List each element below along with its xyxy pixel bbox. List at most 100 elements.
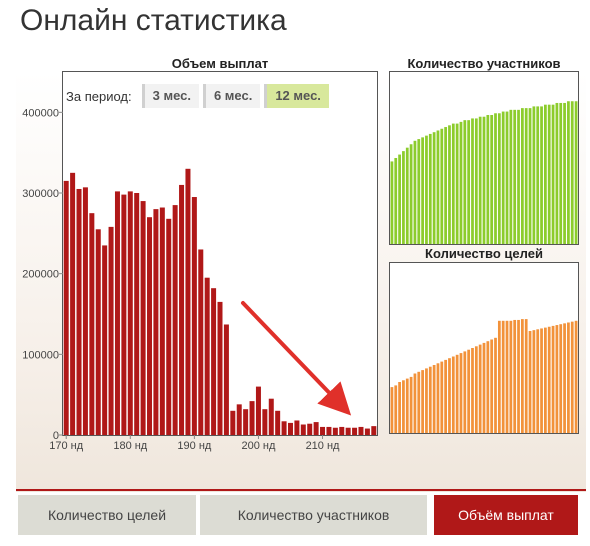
members-bar xyxy=(417,139,421,244)
goals-chart-title: Количество целей xyxy=(425,246,543,261)
payout-bar xyxy=(127,191,133,435)
payout-bar xyxy=(191,197,197,435)
payout-bar xyxy=(108,226,114,435)
payout-bar xyxy=(76,188,82,435)
tab-payout-volume[interactable]: Объём выплат xyxy=(434,495,578,535)
members-bar xyxy=(490,115,494,244)
members-bar xyxy=(570,101,574,245)
goals-bars xyxy=(390,319,578,433)
goals-bar xyxy=(574,320,578,433)
y-tick-label: 100000 xyxy=(22,349,59,361)
payout-bar xyxy=(159,207,165,435)
members-bar xyxy=(532,106,536,245)
period-12-months-button[interactable]: 12 мес. xyxy=(264,84,329,108)
members-bar xyxy=(486,115,490,244)
members-bar xyxy=(540,106,543,245)
goals-bar xyxy=(402,380,405,433)
payout-bar xyxy=(140,201,146,435)
x-tick-label: 190 нд xyxy=(177,440,211,452)
payout-bar xyxy=(358,426,364,435)
members-bar xyxy=(501,111,505,244)
tab-goals-count[interactable]: Количество целей xyxy=(18,495,196,535)
members-bar xyxy=(413,140,417,244)
payout-bar xyxy=(153,209,159,435)
payout-bar xyxy=(287,422,293,435)
payout-bar xyxy=(63,180,69,435)
members-bar xyxy=(471,118,474,244)
goals-bar xyxy=(467,349,471,433)
members-bars xyxy=(390,101,578,245)
payout-bar xyxy=(172,205,178,435)
payout-bar xyxy=(166,218,172,435)
goals-bar xyxy=(482,342,486,433)
members-bar xyxy=(467,120,471,244)
payout-bar xyxy=(307,423,313,435)
goals-bar xyxy=(559,324,563,433)
goals-bar xyxy=(517,319,520,433)
members-bar xyxy=(451,123,455,244)
goals-bar xyxy=(513,319,517,433)
members-bar xyxy=(482,116,486,244)
goals-bar xyxy=(451,356,455,433)
payout-bar xyxy=(217,301,223,435)
goals-bar xyxy=(501,320,505,433)
goals-bar xyxy=(390,387,394,433)
members-bar xyxy=(520,108,524,245)
goals-bar xyxy=(398,382,401,433)
payout-bar xyxy=(249,401,255,435)
members-bar xyxy=(428,133,432,244)
members-bar xyxy=(536,106,540,245)
goals-bar xyxy=(494,337,497,433)
members-bar xyxy=(432,132,436,244)
members-bar xyxy=(517,109,520,244)
goals-bar xyxy=(520,319,524,433)
payout-y-axis: 0 100000 200000 300000 400000 xyxy=(22,107,63,442)
goals-bar xyxy=(425,368,428,433)
payout-bar xyxy=(236,404,242,435)
members-bar xyxy=(551,104,555,245)
payout-bar xyxy=(339,426,345,435)
goals-bar xyxy=(440,361,444,433)
tab-members-count[interactable]: Количество участников xyxy=(200,495,427,535)
goals-bar xyxy=(532,330,536,433)
payout-bar xyxy=(121,194,127,435)
members-bar xyxy=(425,135,428,244)
goals-bar xyxy=(428,366,432,433)
members-bar xyxy=(547,104,551,245)
payout-bar xyxy=(326,426,332,435)
goals-bar xyxy=(471,348,474,433)
goals-bar xyxy=(563,323,566,433)
members-bar xyxy=(398,154,401,244)
payout-bar xyxy=(313,422,319,435)
y-tick-label: 400000 xyxy=(22,107,59,119)
members-bar xyxy=(563,102,566,245)
period-6-months-button[interactable]: 6 мес. xyxy=(202,84,261,108)
members-chart-title: Количество участников xyxy=(407,56,561,71)
period-3-months-button[interactable]: 3 мес. xyxy=(141,84,199,108)
payout-bar xyxy=(320,426,326,435)
payout-bar xyxy=(102,245,108,435)
members-bar xyxy=(421,137,424,244)
members-bar xyxy=(459,121,463,244)
goals-bar xyxy=(544,327,547,433)
goals-bar xyxy=(413,373,417,433)
members-bar xyxy=(567,101,570,245)
members-bar xyxy=(524,108,528,245)
members-bar xyxy=(444,127,448,244)
members-bar xyxy=(474,118,478,244)
goals-bar xyxy=(474,346,478,433)
goals-bar xyxy=(540,328,543,433)
members-bar xyxy=(394,158,398,244)
members-bar xyxy=(544,104,547,245)
payout-bar xyxy=(243,409,249,435)
goals-bar xyxy=(459,353,463,433)
payout-bar xyxy=(95,229,101,435)
goals-bar xyxy=(455,354,459,433)
x-tick-label: 210 нд xyxy=(306,440,340,452)
goals-bar xyxy=(405,378,409,433)
payout-bar xyxy=(204,277,210,435)
payout-bar xyxy=(268,398,274,435)
payout-bar xyxy=(345,427,351,435)
y-tick-label: 200000 xyxy=(22,269,59,281)
